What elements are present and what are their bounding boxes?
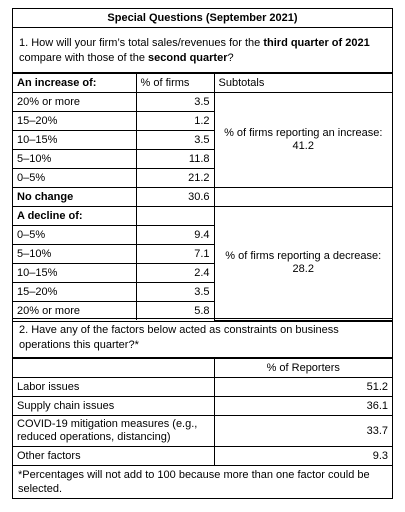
table-1: An increase of:% of firms Subtotals 20% or… [13, 73, 392, 321]
row-label: 0–5% [13, 225, 137, 245]
header-row: % of Reporters [13, 358, 392, 378]
title: Special Questions (September 2021) [13, 9, 392, 28]
header-cell: % of firms [135, 73, 215, 93]
question-2-panel: 2. Have any of the factors below acted a… [12, 318, 393, 499]
data-row: 10–15% 2.4 [13, 263, 392, 283]
row-label: 10–15% [13, 130, 137, 150]
question-emphasis: second quarter [148, 52, 228, 64]
row-label: 20% or more [13, 92, 137, 112]
footnote: *Percentages will not add to 100 because… [13, 465, 392, 498]
row-value: 5.8 [135, 301, 214, 320]
question-1: 1. How will your firm’s total sales/reve… [13, 28, 392, 73]
row-label: Labor issues [13, 377, 215, 397]
row-value: 36.1 [213, 396, 392, 416]
empty-cell [213, 187, 392, 207]
data-row: Other factors 9.3 [13, 446, 392, 465]
data-row: 5–10% 7.1 [13, 244, 392, 264]
row-value: 3.5 [135, 92, 215, 112]
header-cell: % of Reporters [213, 358, 392, 378]
question-text: compare with those of the [19, 52, 149, 64]
row-label: 5–10% [13, 244, 137, 264]
row-value: 51.2 [213, 377, 392, 397]
question-text: ? [227, 52, 234, 64]
row-value: 30.6 [135, 187, 215, 207]
section-label: A decline of: [13, 206, 137, 226]
row-label: Other factors [13, 446, 215, 465]
row-label: 15–20% [13, 282, 137, 302]
row-label: 0–5% [13, 168, 137, 188]
data-row: 0–5% 9.4 [13, 225, 392, 245]
question-emphasis: third quarter of 2021 [263, 37, 370, 49]
data-row: 0–5% 21.2 [13, 168, 392, 188]
data-row: No change 30.6 [13, 187, 392, 207]
row-value: 9.3 [213, 446, 392, 465]
subtotal-value: 41.2 [292, 140, 314, 152]
subtotal-cell: % of firms reporting an increase: 41.2 [213, 92, 392, 188]
subtotal-value: 28.2 [292, 263, 314, 276]
empty-cell [13, 358, 215, 378]
question-1-panel: Special Questions (September 2021) 1. Ho… [12, 8, 393, 322]
question-text: 1. How will your firm’s total sales/reve… [19, 37, 264, 49]
row-value: 7.1 [135, 244, 214, 264]
empty-cell [135, 206, 215, 226]
row-label: 20% or more [13, 301, 137, 320]
header-row: An increase of:% of firms Subtotals [13, 73, 392, 93]
row-label: No change [13, 187, 137, 207]
header-cell: Subtotals [213, 73, 392, 93]
table-2: % of Reporters Labor issues 51.2 Supply cha… [13, 358, 392, 465]
row-label: COVID-19 mitigation measures (e.g., redu… [13, 415, 215, 447]
row-value: 3.5 [135, 282, 214, 302]
section-row: A decline of: % of firms reporting a decr… [13, 206, 392, 321]
row-label: 15–20% [13, 111, 137, 131]
row-value: 33.7 [213, 415, 392, 447]
data-row: 15–20% 3.5 [13, 282, 392, 302]
row-value: 1.2 [135, 111, 214, 131]
subtotal-label: % of firms reporting a decrease: [225, 250, 382, 263]
data-row: COVID-19 mitigation measures (e.g., redu… [13, 415, 392, 447]
row-label: 5–10% [13, 149, 137, 169]
data-row: 15–20% 1.2 [13, 111, 392, 131]
subtotal-cell: % of firms reporting a decrease: 28.2 [213, 206, 392, 321]
row-label: 10–15% [13, 263, 137, 283]
row-value: 3.5 [135, 130, 214, 150]
row-label: Supply chain issues [13, 396, 215, 416]
data-row: Supply chain issues 36.1 [13, 396, 392, 416]
subtotal-label: % of firms reporting an increase: [224, 127, 383, 139]
data-row: 20% or more 5.8 [13, 301, 392, 320]
header-cell: An increase of: [13, 73, 137, 93]
row-value: 9.4 [135, 225, 214, 245]
row-value: 21.2 [135, 168, 214, 188]
row-value: 11.8 [135, 149, 214, 169]
row-value: 2.4 [135, 263, 214, 283]
question-2: 2. Have any of the factors below acted a… [13, 319, 392, 358]
data-row: Labor issues 51.2 [13, 377, 392, 397]
data-row: 20% or more 3.5% of firms reporting an in… [13, 92, 392, 188]
